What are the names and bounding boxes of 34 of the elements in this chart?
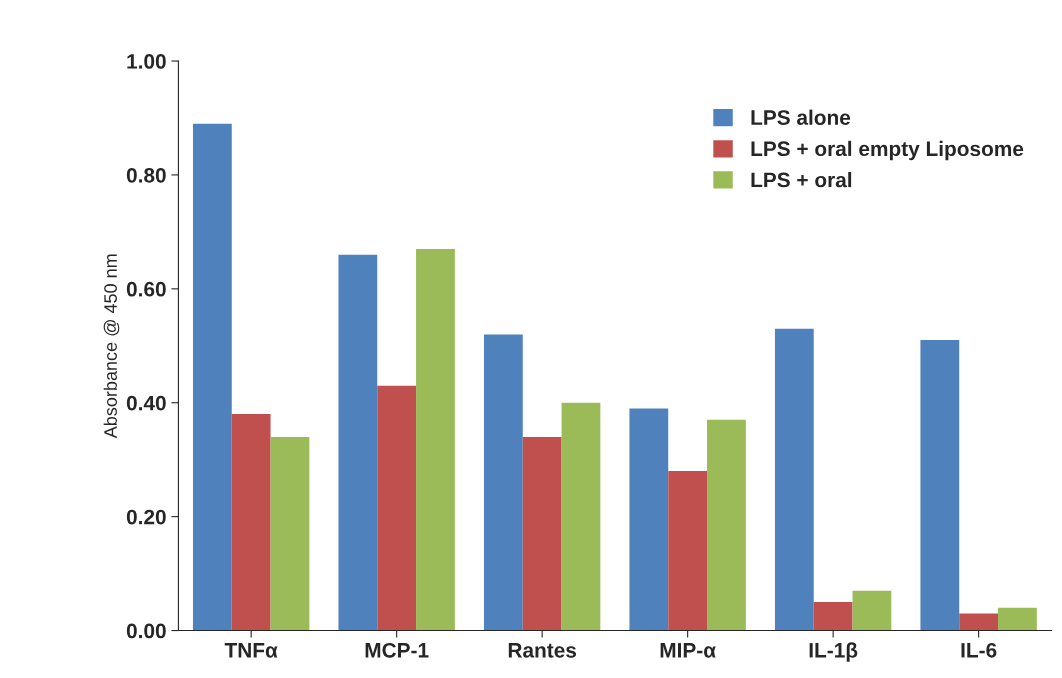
y-tick-label: 0.60 bbox=[126, 281, 166, 297]
bar bbox=[231, 414, 271, 631]
bar bbox=[483, 334, 523, 631]
bar bbox=[416, 248, 455, 631]
y-tick-label: 1.00 bbox=[127, 54, 166, 69]
legend-label: LPS + oral empty Liposome bbox=[751, 140, 1024, 161]
bar bbox=[920, 340, 960, 631]
y-tick-label: 0.40 bbox=[126, 395, 166, 411]
bar bbox=[192, 123, 232, 631]
bar bbox=[377, 385, 417, 631]
bar bbox=[561, 402, 601, 631]
x-tick-label: IL-6 bbox=[961, 642, 997, 658]
bar bbox=[774, 328, 814, 631]
y-tick-label: 0.00 bbox=[126, 623, 166, 639]
x-tick-label: MCP-1 bbox=[365, 642, 429, 658]
bar bbox=[338, 254, 378, 631]
legend-label: LPS alone bbox=[751, 109, 851, 125]
bar bbox=[813, 602, 853, 631]
bar bbox=[270, 436, 310, 631]
bar bbox=[629, 408, 669, 631]
bar bbox=[998, 607, 1037, 631]
x-tick-label: TNFα bbox=[224, 643, 278, 658]
bar bbox=[707, 419, 746, 631]
x-tick-label: IL-1β bbox=[809, 642, 858, 662]
bar bbox=[668, 471, 708, 631]
y-axis-title: Absorbance @ 450 nm bbox=[103, 254, 120, 439]
bar bbox=[522, 436, 562, 631]
x-tick-label: Rantes bbox=[508, 643, 577, 658]
bar bbox=[959, 613, 999, 631]
x-tick-label: MIP-α bbox=[660, 643, 716, 658]
legend-label: LPS + oral bbox=[751, 172, 852, 188]
y-tick-label: 0.20 bbox=[126, 509, 166, 525]
bar bbox=[852, 590, 892, 631]
y-tick-label: 0.80 bbox=[126, 167, 166, 183]
